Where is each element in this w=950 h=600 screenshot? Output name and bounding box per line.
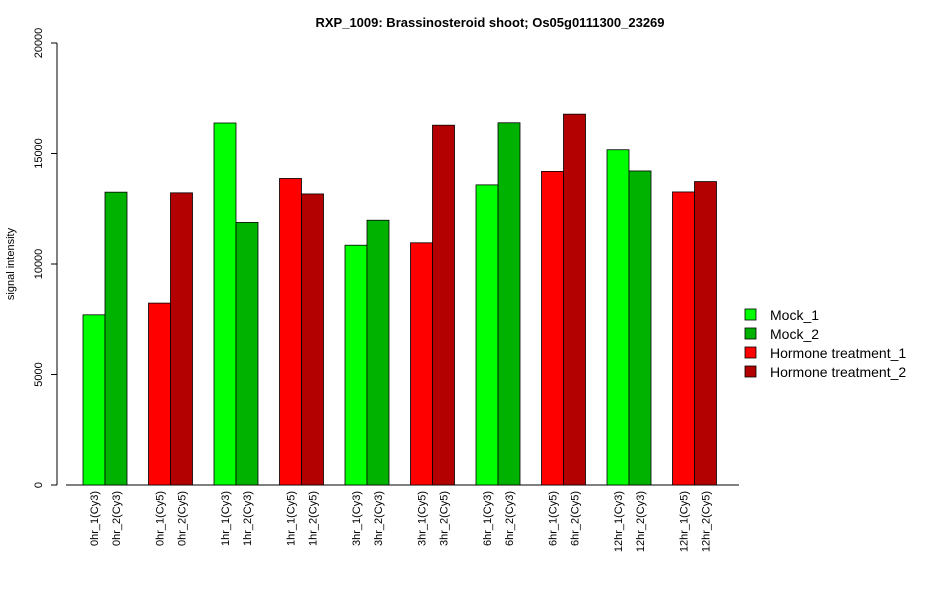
x-tick-label: 6hr_1(Cy5) <box>548 491 560 546</box>
legend-label: Mock_1 <box>770 307 819 323</box>
bar <box>301 193 324 486</box>
legend-swatch <box>744 365 757 378</box>
bar <box>475 184 499 486</box>
x-tick-label: 12hr_2(Cy5) <box>701 491 713 552</box>
x-tick-label: 6hr_2(Cy3) <box>504 491 516 546</box>
legend-swatch <box>744 327 757 340</box>
bar <box>410 242 433 486</box>
bar <box>628 170 652 486</box>
x-tick-label: 6hr_2(Cy5) <box>570 491 582 546</box>
x-tick-label: 3hr_2(Cy3) <box>373 491 385 546</box>
x-tick-labels: 0hr_1(Cy3) 0hr_2(Cy3) 0hr_1(Cy5) 0hr_2(Cy5)… <box>89 491 713 552</box>
bar <box>104 191 128 486</box>
y-tick-label: 0 <box>33 482 45 488</box>
bar <box>432 124 455 486</box>
bar <box>235 222 259 486</box>
x-tick-label: 1hr_1(Cy3) <box>220 491 232 546</box>
chart-title: RXP_1009: Brassinosteroid shoot; Os05g01… <box>315 15 664 30</box>
bar <box>672 191 695 486</box>
legend: Mock_1 Mock_2 Hormone treatment_1 Hormone t… <box>744 307 906 380</box>
bar <box>148 302 171 486</box>
bar <box>344 244 368 486</box>
bar <box>366 219 390 486</box>
x-tick-label: 6hr_1(Cy3) <box>482 491 494 546</box>
bar <box>497 122 521 486</box>
x-tick-label: 0hr_2(Cy3) <box>111 491 123 546</box>
legend-swatch <box>744 308 757 321</box>
x-tick-label: 3hr_1(Cy3) <box>351 491 363 546</box>
x-tick-label: 3hr_1(Cy5) <box>417 491 429 546</box>
bar <box>694 181 717 486</box>
bar <box>213 122 237 486</box>
y-axis-label: signal intensity <box>5 227 17 300</box>
bars-group <box>82 113 717 486</box>
x-tick-label: 1hr_2(Cy5) <box>308 491 320 546</box>
bar <box>82 314 106 486</box>
x-tick-label: 0hr_1(Cy5) <box>155 491 167 546</box>
y-axis: 0 5000 10000 15000 20000 <box>33 28 58 488</box>
x-tick-label: 12hr_1(Cy5) <box>679 491 691 552</box>
y-tick-label: 15000 <box>33 138 45 169</box>
x-tick-label: 1hr_2(Cy3) <box>242 491 254 546</box>
x-tick-label: 3hr_2(Cy5) <box>439 491 451 546</box>
bar <box>563 113 586 486</box>
x-tick-label: 1hr_1(Cy5) <box>286 491 298 546</box>
bar <box>541 171 564 486</box>
y-tick-label: 5000 <box>33 362 45 386</box>
x-tick-label: 0hr_2(Cy5) <box>177 491 189 546</box>
bar <box>170 192 193 486</box>
y-tick-label: 20000 <box>33 28 45 59</box>
bar <box>279 178 302 486</box>
x-tick-label: 0hr_1(Cy3) <box>89 491 101 546</box>
legend-swatch <box>744 346 757 359</box>
x-tick-label: 12hr_1(Cy3) <box>613 491 625 552</box>
legend-label: Hormone treatment_2 <box>770 364 906 380</box>
x-tick-label: 12hr_2(Cy3) <box>635 491 647 552</box>
legend-label: Hormone treatment_1 <box>770 345 906 361</box>
y-tick-label: 10000 <box>33 249 45 280</box>
bar <box>606 149 630 486</box>
legend-label: Mock_2 <box>770 326 819 342</box>
